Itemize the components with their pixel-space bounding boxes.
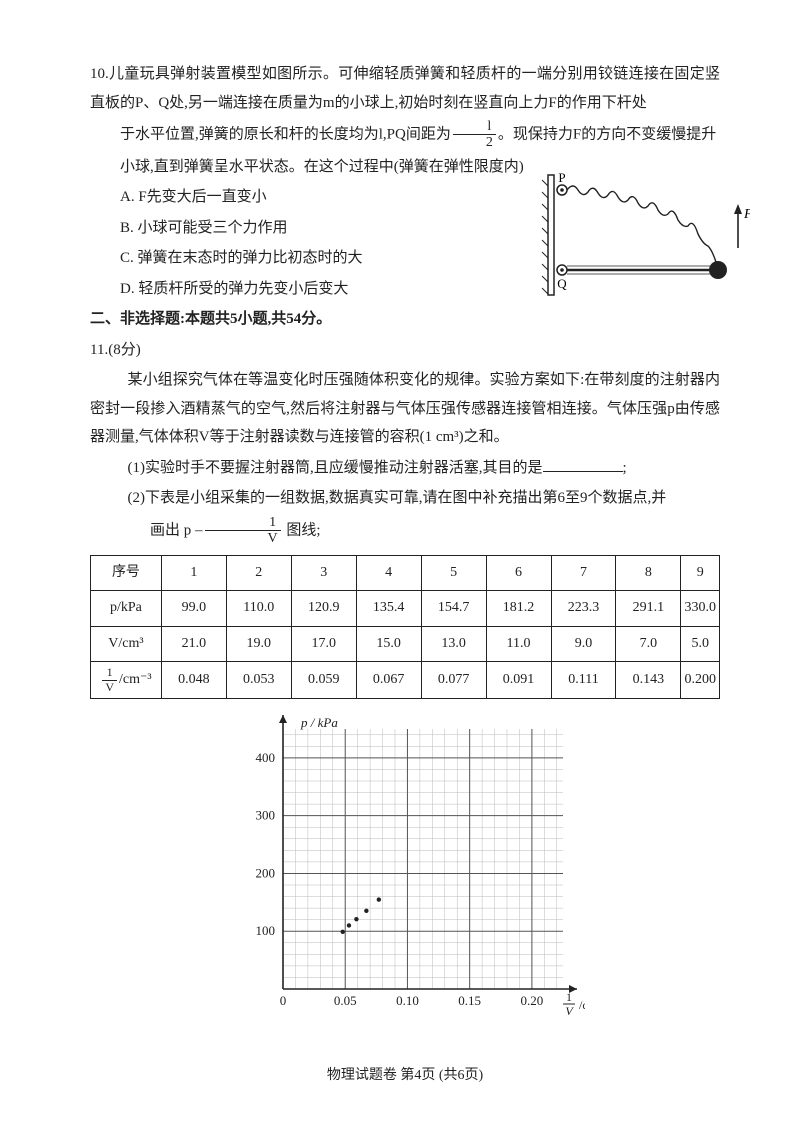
- svg-text:0.10: 0.10: [396, 993, 419, 1008]
- svg-text:400: 400: [256, 750, 276, 765]
- data-table: 序号 1 2 3 4 5 6 7 8 9 p/kPa 99.0 110.0 12…: [90, 555, 720, 699]
- svg-text:100: 100: [256, 923, 276, 938]
- label-P: P: [558, 170, 565, 185]
- q10-stem-line2: 于水平位置,弹簧的原长和杆的长度均为l,PQ间距为l2。现保持力F的方向不变缓慢…: [90, 119, 720, 151]
- fraction-1-over-V: 1V: [205, 515, 281, 547]
- q11-header: 11.(8分): [90, 336, 720, 365]
- svg-text:300: 300: [256, 808, 276, 823]
- chart-container: 0 0.05 0.10 0.15 0.20 100 200 300 400 p / kPa 1V/c…: [90, 709, 720, 1050]
- q10-stem1: 儿童玩具弹射装置模型如图所示。可伸缩轻质弹簧和轻质杆的一端分别用铰链连接在固定竖…: [90, 66, 720, 111]
- svg-text:0.15: 0.15: [458, 993, 481, 1008]
- table-row-v: V/cm³ 21.0 19.0 17.0 15.0 13.0 11.0 9.0 …: [91, 626, 720, 662]
- svg-text:/cm⁻³: /cm⁻³: [579, 998, 585, 1012]
- svg-text:0: 0: [280, 993, 287, 1008]
- label-Q: Q: [557, 276, 567, 291]
- svg-text:200: 200: [256, 865, 276, 880]
- svg-text:0.05: 0.05: [334, 993, 357, 1008]
- svg-text:1: 1: [566, 990, 572, 1004]
- svg-text:V: V: [565, 1004, 574, 1018]
- q11-sub1: (1)实验时手不要握注射器筒,且应缓慢推动注射器活塞,其目的是;: [90, 454, 720, 483]
- p-vs-inv-v-chart: 0 0.05 0.10 0.15 0.20 100 200 300 400 p / kPa 1V/c…: [225, 709, 585, 1039]
- spring-diagram: P Q F: [540, 170, 750, 310]
- q11-sub2a: (2)下表是小组采集的一组数据,数据真实可靠,请在图中补充描出第6至9个数据点,…: [90, 484, 720, 513]
- table-row-header: 序号 1 2 3 4 5 6 7 8 9: [91, 555, 720, 591]
- fill-blank[interactable]: [543, 456, 623, 472]
- svg-text:p / kPa: p / kPa: [300, 715, 338, 730]
- q10-number: 10.: [90, 66, 109, 82]
- question-10: 10.儿童玩具弹射装置模型如图所示。可伸缩轻质弹簧和轻质杆的一端分别用铰链连接在…: [90, 60, 720, 303]
- q11-stem: 某小组探究气体在等温变化时压强随体积变化的规律。实验方案如下:在带刻度的注射器内…: [90, 366, 720, 452]
- page-footer: 物理试题卷 第4页 (共6页): [90, 1063, 720, 1090]
- table-row-p: p/kPa 99.0 110.0 120.9 135.4 154.7 181.2…: [91, 591, 720, 627]
- q11-sub2b: 画出 p –1V 图线;: [90, 515, 720, 547]
- table-row-invv: 1V/cm⁻³ 0.048 0.053 0.059 0.067 0.077 0.…: [91, 662, 720, 699]
- label-F: F: [743, 207, 750, 222]
- fraction-l-over-2: l2: [453, 119, 496, 151]
- svg-text:0.20: 0.20: [521, 993, 544, 1008]
- q10-stem-line1: 10.儿童玩具弹射装置模型如图所示。可伸缩轻质弹簧和轻质杆的一端分别用铰链连接在…: [90, 60, 720, 117]
